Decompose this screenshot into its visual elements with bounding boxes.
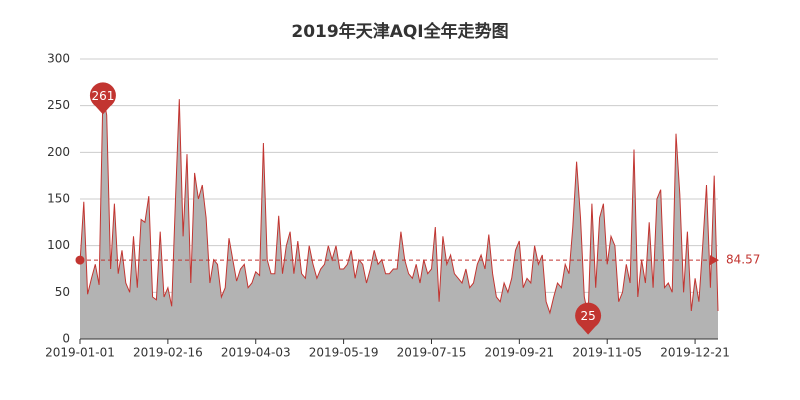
x-tick-label: 2019-07-15: [397, 346, 467, 360]
y-tick-label: 250: [47, 98, 70, 112]
y-tick-label: 50: [55, 285, 70, 299]
x-tick-label: 2019-12-21: [660, 346, 730, 360]
mean-label: 84.57: [726, 253, 760, 267]
mean-start: [75, 255, 85, 265]
mean-arrow: [710, 255, 719, 266]
mark-label: 261: [91, 89, 114, 103]
line: [79, 95, 719, 316]
y-tick-label: 150: [47, 192, 70, 206]
mark-label: 25: [580, 309, 595, 323]
y-tick-label: 100: [47, 238, 70, 252]
mark-pin: [575, 302, 602, 329]
y-tick-label: 200: [47, 145, 70, 159]
x-tick-label: 2019-04-03: [221, 346, 291, 360]
x-tick-label: 2019-05-19: [309, 346, 379, 360]
y-tick-label: 300: [47, 52, 70, 66]
y-tick-label: 0: [62, 332, 70, 346]
x-tick-label: 2019-09-21: [484, 346, 554, 360]
x-tick-label: 2019-11-05: [572, 346, 642, 360]
chart-title: 2019年天津AQI全年走势图: [291, 21, 508, 42]
x-tick-label: 2019-02-16: [133, 346, 203, 360]
area: [80, 95, 718, 340]
mark-pin: [89, 82, 116, 109]
x-tick-label: 2019-01-01: [45, 346, 115, 360]
